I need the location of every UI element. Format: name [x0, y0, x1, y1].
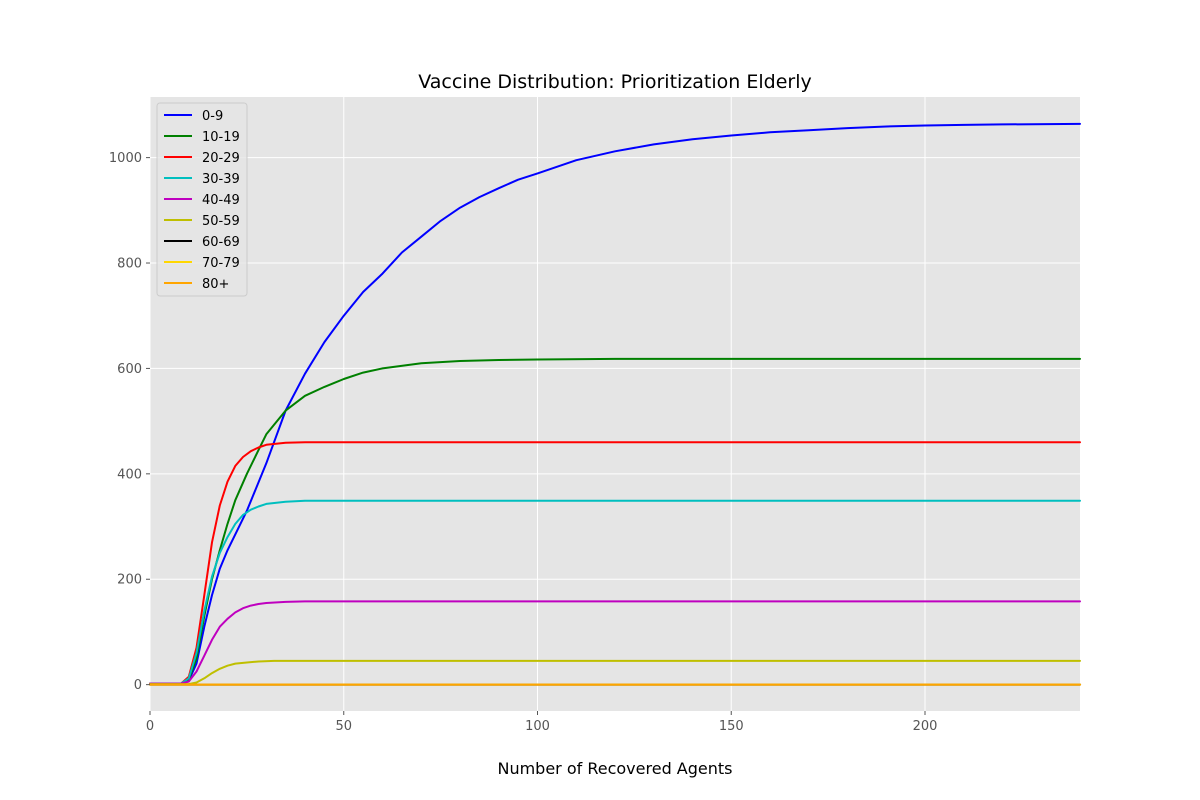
legend-box	[156, 102, 248, 297]
legend-label: 30-39	[202, 172, 240, 187]
x-tick-label: 0	[146, 719, 154, 734]
x-axis-label: Number of Recovered Agents	[497, 759, 732, 778]
legend-label: 0-9	[202, 109, 223, 124]
y-tick-label: 0	[134, 678, 142, 693]
gridlines	[149, 97, 1080, 711]
legend-label: 70-79	[202, 256, 240, 271]
series-layer	[149, 122, 1081, 686]
y-tick-label: 1000	[109, 151, 142, 166]
x-tick-label: 200	[913, 719, 938, 734]
legend-label: 20-29	[202, 151, 240, 166]
y-tick-label: 800	[117, 257, 142, 272]
series-line-30-39	[149, 499, 1081, 685]
x-tick-label: 50	[335, 719, 352, 734]
y-tick-label: 400	[117, 467, 142, 482]
legend-label: 50-59	[202, 214, 240, 229]
y-tick-label: 200	[117, 573, 142, 588]
x-tick-label: 150	[719, 719, 744, 734]
legend-label: 60-69	[202, 235, 240, 250]
legend-label: 80+	[202, 277, 229, 292]
chart-title: Vaccine Distribution: Prioritization Eld…	[418, 71, 811, 93]
x-axis: 0 50 100 150 200	[146, 711, 938, 734]
y-tick-label: 600	[117, 362, 142, 377]
legend: 0-9 10-19 20-29 30-39 40-49 50-59 60-69 70-79 80…	[156, 102, 248, 297]
series-line-10-19	[149, 357, 1081, 685]
legend-label: 40-49	[202, 193, 240, 208]
x-tick-label: 100	[525, 719, 550, 734]
legend-label: 10-19	[202, 130, 240, 145]
series-line-0-9	[149, 122, 1081, 685]
series-line-40-49	[149, 600, 1081, 685]
series-line-50-59	[149, 659, 1081, 686]
series-line-20-29	[149, 441, 1081, 685]
y-axis: 0 200 400 600 800 1000	[109, 151, 150, 693]
